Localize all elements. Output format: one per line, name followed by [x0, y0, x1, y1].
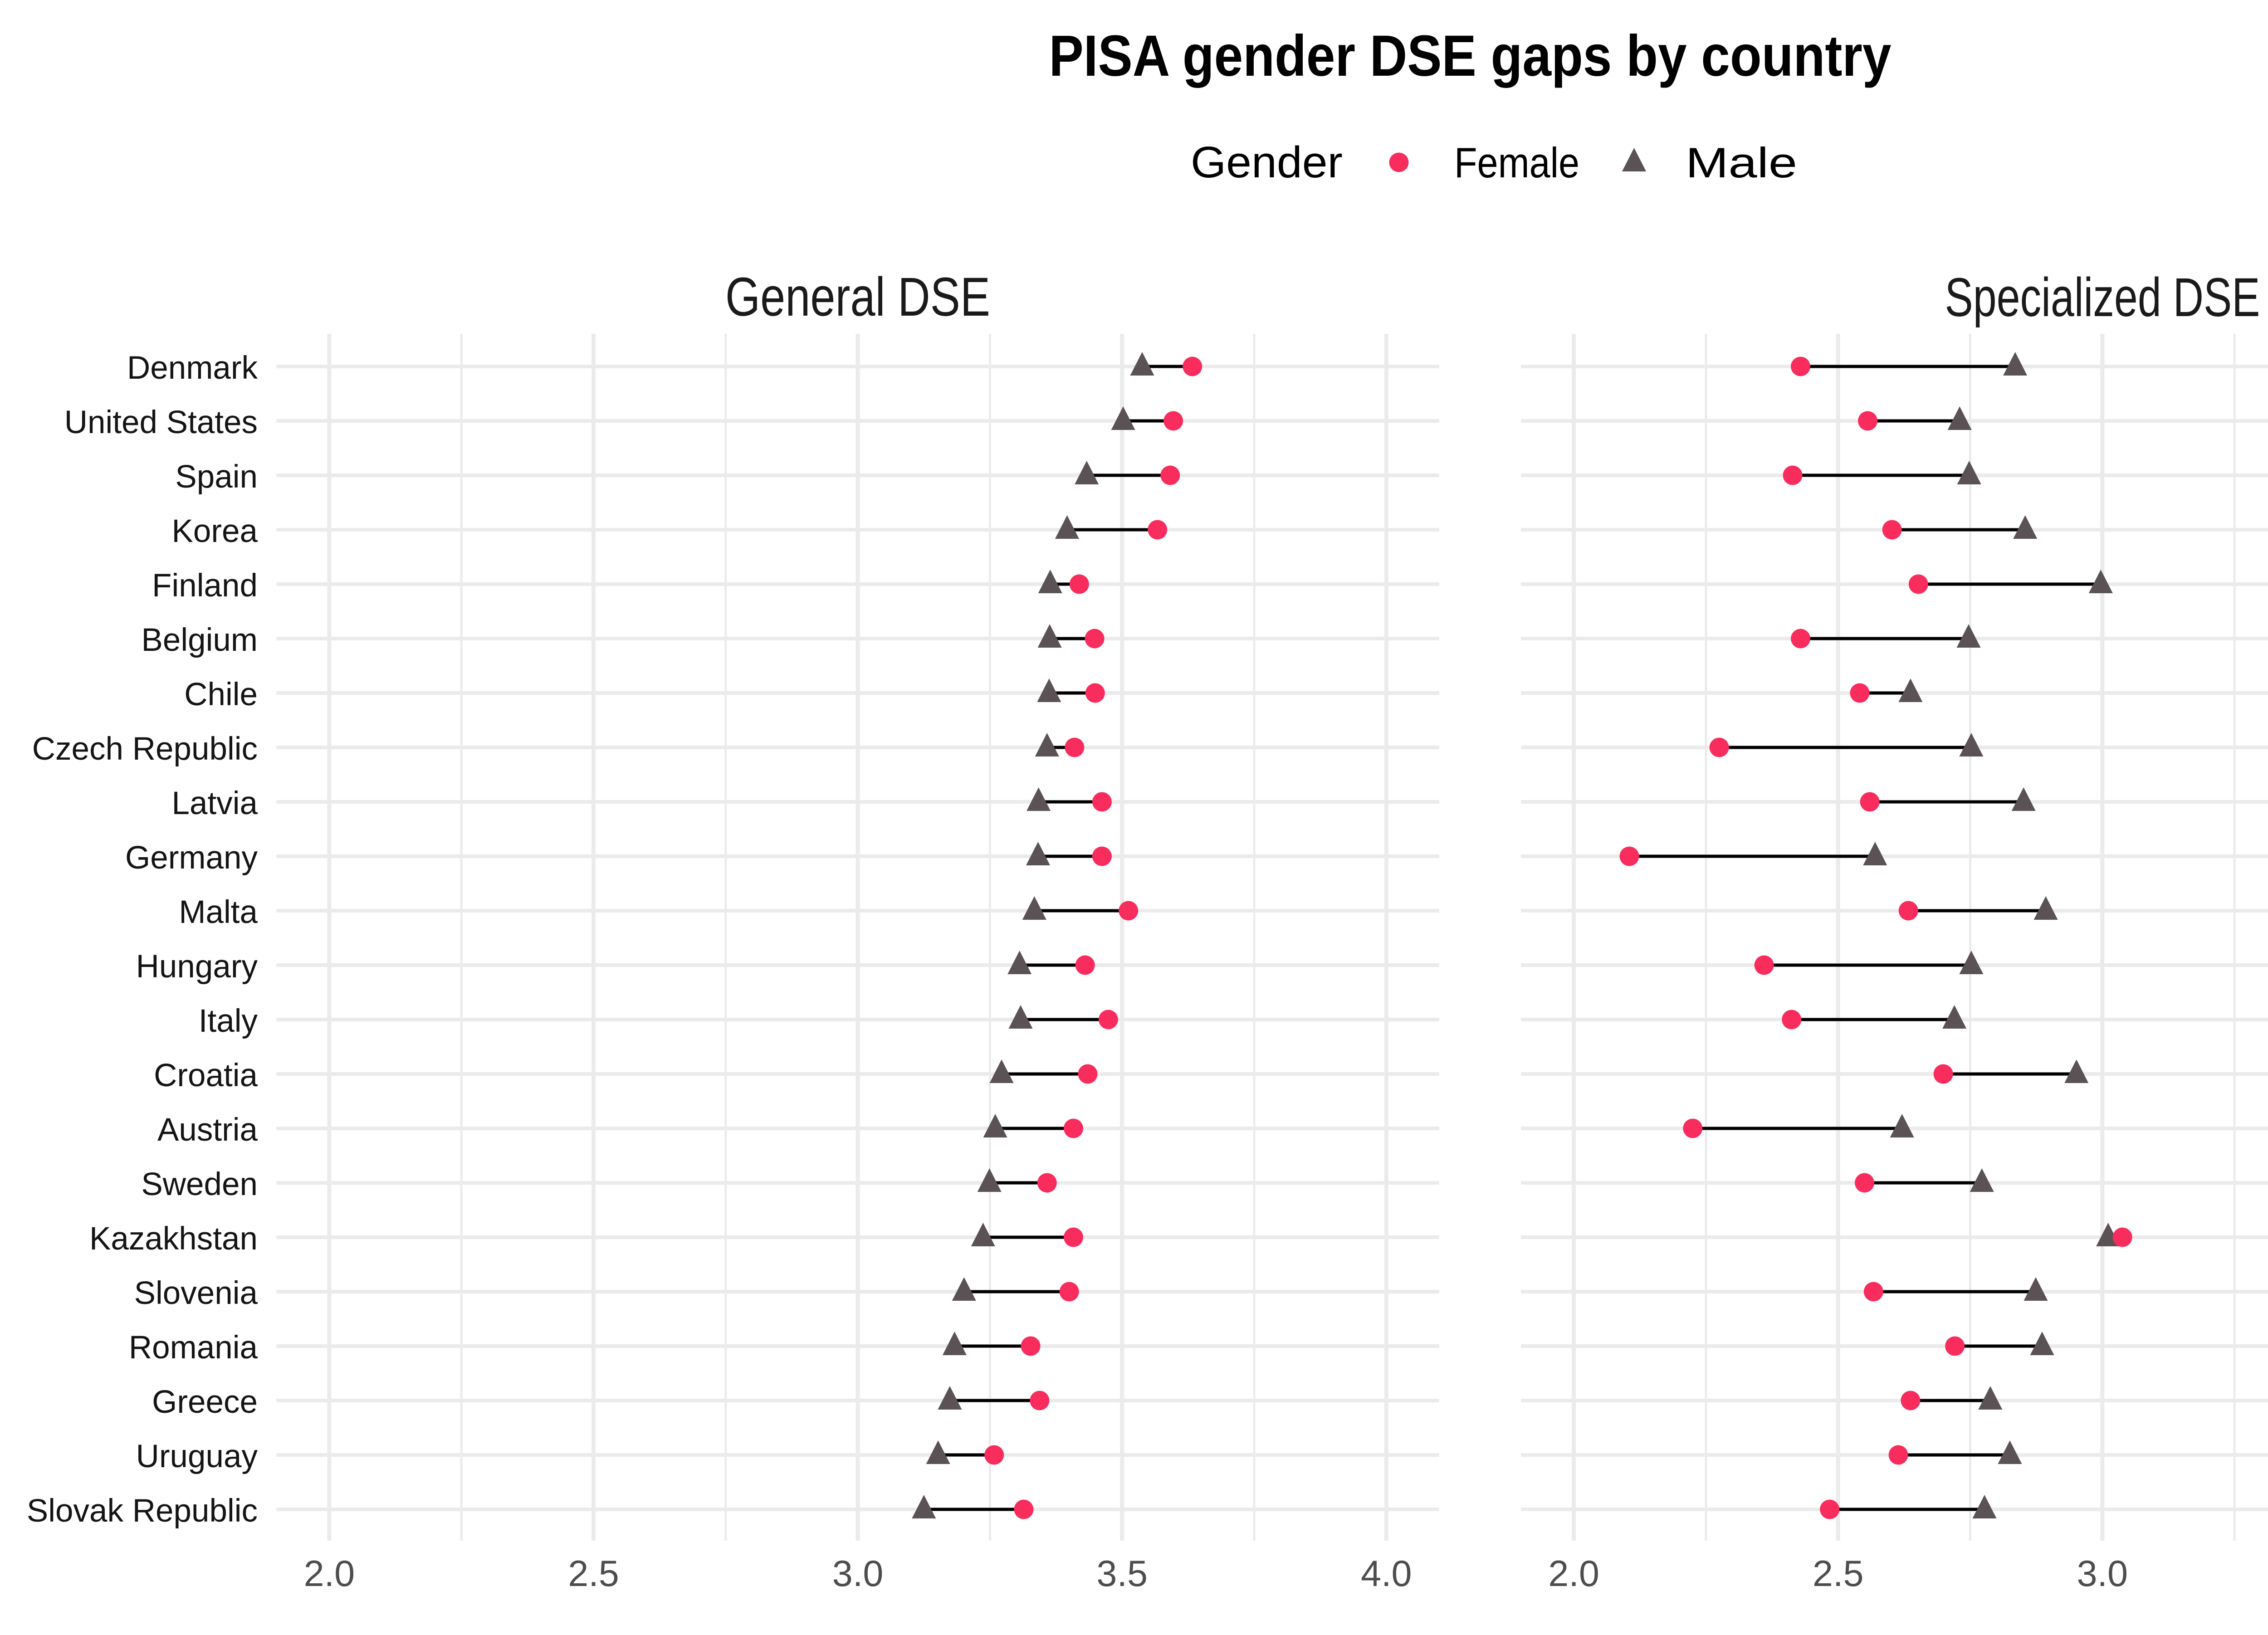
- svg-text:Greece: Greece: [152, 1384, 258, 1420]
- svg-text:Croatia: Croatia: [154, 1058, 258, 1093]
- svg-text:United States: United States: [64, 405, 258, 440]
- svg-text:2.0: 2.0: [304, 1553, 355, 1594]
- svg-text:3.0: 3.0: [2077, 1553, 2128, 1594]
- svg-text:Italy: Italy: [199, 1003, 258, 1039]
- svg-text:Slovenia: Slovenia: [134, 1275, 258, 1311]
- svg-text:2.0: 2.0: [1548, 1553, 1599, 1594]
- svg-text:General DSE: General DSE: [725, 266, 990, 327]
- svg-text:Specialized DSE: Specialized DSE: [1945, 266, 2260, 328]
- svg-text:Chile: Chile: [184, 677, 258, 713]
- svg-text:PISA gender DSE gaps by countr: PISA gender DSE gaps by country: [1049, 24, 1892, 88]
- svg-text:3.0: 3.0: [832, 1553, 884, 1594]
- svg-text:Male: Male: [1686, 139, 1797, 186]
- svg-text:Sweden: Sweden: [141, 1166, 258, 1202]
- svg-text:Austria: Austria: [157, 1112, 258, 1148]
- svg-text:Denmark: Denmark: [127, 350, 258, 386]
- svg-text:Gender: Gender: [1191, 137, 1343, 187]
- svg-text:Slovak Republic: Slovak Republic: [27, 1493, 258, 1529]
- svg-text:Uruguay: Uruguay: [136, 1439, 258, 1474]
- svg-text:2.5: 2.5: [568, 1553, 619, 1594]
- svg-text:2.5: 2.5: [1813, 1553, 1864, 1594]
- svg-text:Belgium: Belgium: [141, 622, 258, 658]
- svg-text:Latvia: Latvia: [172, 786, 258, 821]
- svg-text:Germany: Germany: [125, 840, 258, 876]
- svg-text:4.0: 4.0: [1361, 1553, 1412, 1594]
- svg-text:Malta: Malta: [179, 894, 258, 930]
- svg-text:Female: Female: [1454, 139, 1579, 186]
- svg-text:3.5: 3.5: [1096, 1553, 1148, 1594]
- svg-text:Kazakhstan: Kazakhstan: [89, 1221, 258, 1257]
- svg-text:Korea: Korea: [172, 513, 258, 549]
- svg-text:Hungary: Hungary: [136, 949, 258, 985]
- svg-text:Czech Republic: Czech Republic: [32, 731, 258, 767]
- svg-text:Romania: Romania: [129, 1330, 258, 1366]
- svg-text:Spain: Spain: [175, 459, 258, 495]
- svg-text:Finland: Finland: [152, 568, 258, 604]
